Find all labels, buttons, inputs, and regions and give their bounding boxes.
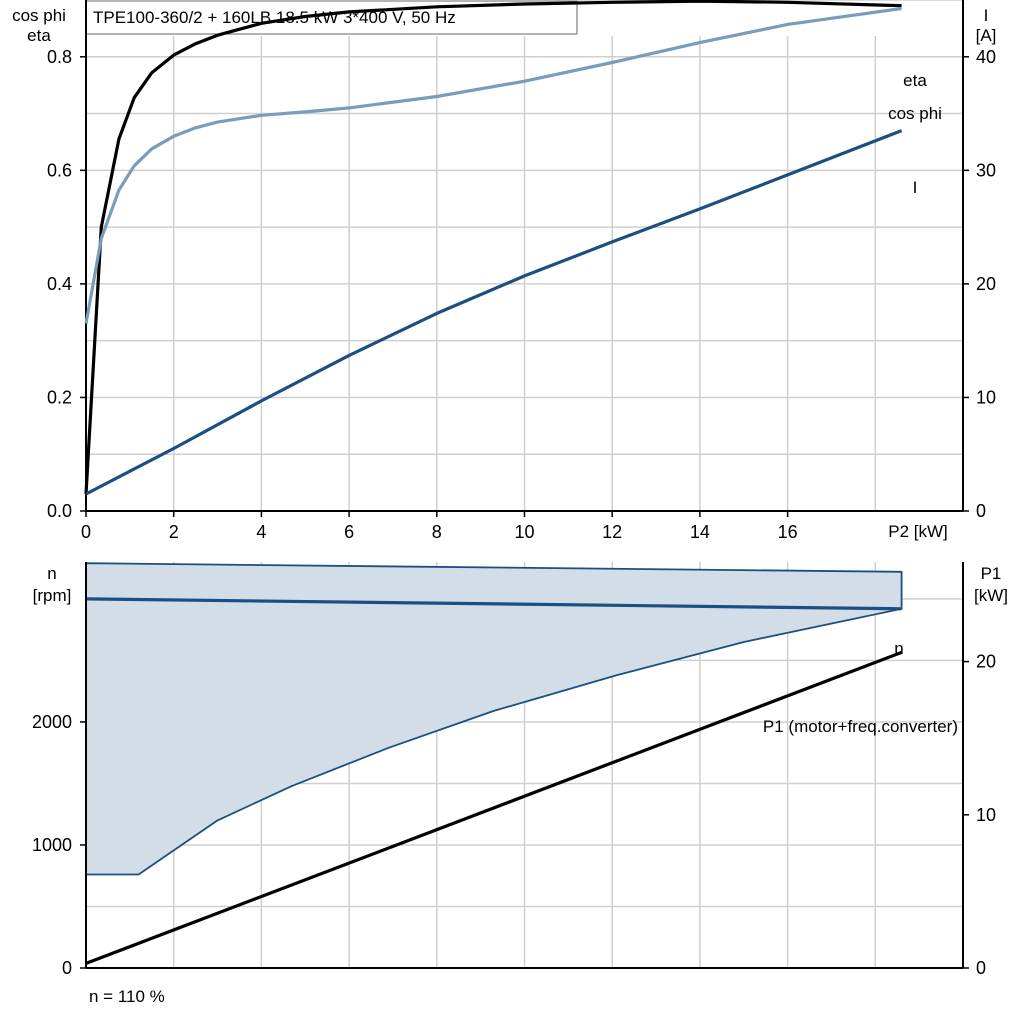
chart-title: TPE100-360/2 + 160LB 18.5 kW 3*400 V, 50… [93,8,456,27]
lower-right-tick-label: 20 [976,652,996,672]
upper-right-tick-label: 10 [976,387,996,407]
speed-footnote: n = 110 % [89,987,165,1006]
speed-series-label: n [894,639,903,658]
upper-right-tick-label: 0 [976,501,986,521]
upper-left-tick-label: 0.6 [47,160,72,180]
lower-right-tick-label: 10 [976,805,996,825]
upper-x-tick-label: 8 [432,522,442,542]
upper-left-axis-label-2: eta [27,26,51,45]
lower-left-axis-label-2: [rpm] [33,586,72,605]
p1-series-label: P1 (motor+freq.converter) [763,717,958,736]
speed-range-area [85,562,903,876]
upper-x-tick-label: 4 [256,522,266,542]
eta-series-label: eta [903,71,927,90]
upper-left-axis-label-1: cos phi [12,6,66,25]
cos-phi-series-label: cos phi [888,104,942,123]
upper-x-tick-label: 0 [81,522,91,542]
upper-left-tick-label: 0.4 [47,274,72,294]
upper-x-tick-label: 16 [778,522,798,542]
upper-left-tick-label: 0.8 [47,47,72,67]
lower-right-axis-label-1: P1 [981,564,1002,583]
lower-left-axis-label-1: n [47,564,56,583]
upper-left-tick-label: 0.2 [47,387,72,407]
eta-curve [84,0,902,495]
current-series-label: I [913,178,918,197]
upper-right-tick-label: 30 [976,160,996,180]
upper-right-axis-label-2: [A] [976,26,997,45]
upper-x-tick-label: 2 [169,522,179,542]
upper-x-tick-label: 10 [514,522,534,542]
lower-left-tick-label: 2000 [32,712,72,732]
upper-right-axis-label-1: I [984,6,989,25]
upper-x-tick-label: 14 [690,522,710,542]
upper-left-tick-label: 0.0 [47,501,72,521]
current-curve [85,129,903,496]
p1-curve [85,650,903,965]
cos-phi-curve [84,6,902,324]
upper-right-tick-label: 20 [976,274,996,294]
upper-x-tick-label: 6 [344,522,354,542]
lower-right-axis-label-2: [kW] [974,586,1008,605]
lower-right-tick-label: 0 [976,958,986,978]
upper-x-tick-label: 12 [602,522,622,542]
upper-x-axis-label: P2 [kW] [888,522,948,541]
lower-left-tick-label: 0 [62,958,72,978]
upper-right-tick-label: 40 [976,47,996,67]
speed-curve [85,597,902,611]
lower-left-tick-label: 1000 [32,835,72,855]
